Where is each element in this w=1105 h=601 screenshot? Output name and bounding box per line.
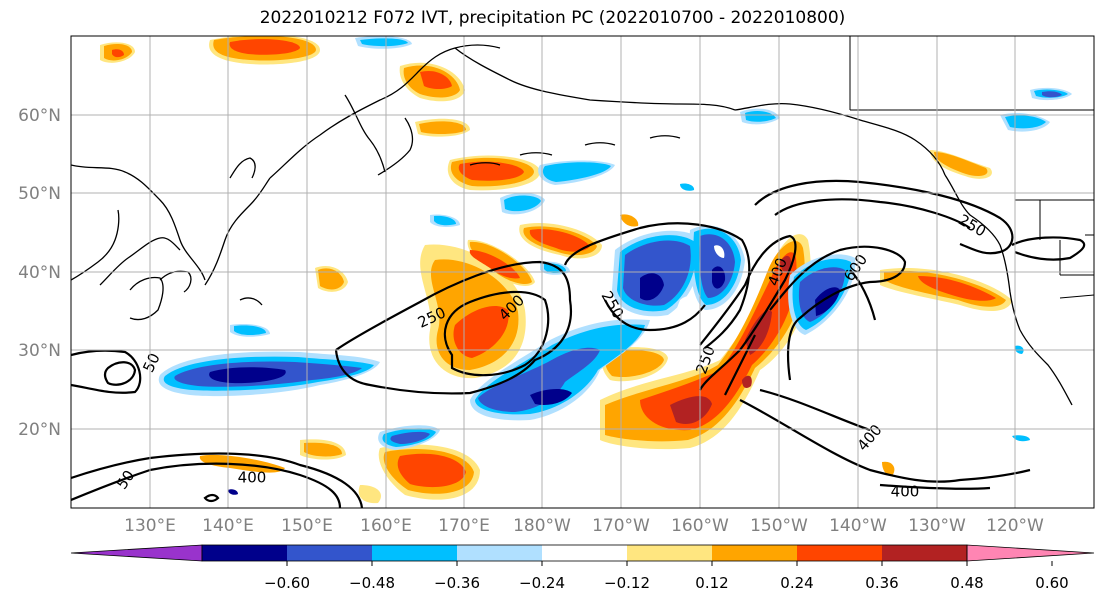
lon-tick-label: 130°W	[908, 516, 966, 536]
colorbar: −0.60 −0.48 −0.36 −0.24 −0.12 0.12 0.24 0.36 0.4…	[70, 544, 1095, 592]
gridlines	[71, 36, 1094, 508]
colorbar-tick-label: 0.36	[865, 574, 898, 592]
colorbar-segment	[712, 545, 797, 561]
lon-tick-label: 150°E	[281, 516, 333, 536]
lon-tick-label: 170°W	[592, 516, 650, 536]
lon-tick-label: 120°W	[986, 516, 1044, 536]
lon-tick-label: 150°W	[750, 516, 808, 536]
lon-tick-label: 170°E	[438, 516, 490, 536]
colorbar-extend-low	[70, 544, 203, 562]
colorbar-tick-label: −0.60	[264, 574, 310, 592]
colorbar-segment	[457, 545, 542, 561]
lat-tick-label: 40°N	[18, 263, 61, 283]
colorbar-tick-label: 0.24	[780, 574, 813, 592]
colorbar-tick-label: 0.48	[950, 574, 983, 592]
colorbar-segment	[287, 545, 372, 561]
lat-tick-label: 30°N	[18, 341, 61, 361]
latitude-labels: 60°N 50°N 40°N 30°N 20°N	[18, 106, 61, 440]
lat-tick-label: 20°N	[18, 420, 61, 440]
precipitation-pc-field	[100, 36, 1072, 504]
contour-label: 400	[238, 469, 267, 487]
lat-tick-label: 50°N	[18, 184, 61, 204]
colorbar-segment	[882, 545, 967, 561]
colorbar-segment	[627, 545, 712, 561]
lon-tick-label: 140°E	[202, 516, 254, 536]
chart-title: 2022010212 F072 IVT, precipitation PC (2…	[259, 8, 846, 28]
colorbar-segment	[372, 545, 457, 561]
colorbar-tick-label: −0.48	[349, 574, 395, 592]
colorbar-tick-label: −0.24	[519, 574, 565, 592]
longitude-labels: 130°E 140°E 150°E 160°E 170°E 180°W 170°W 160°W…	[124, 516, 1044, 536]
colorbar-tick-label: 0.12	[695, 574, 728, 592]
map-frame	[70, 35, 1095, 509]
coastlines	[71, 44, 1073, 406]
lon-tick-label: 160°W	[671, 516, 729, 536]
contour-label: 400	[891, 483, 920, 501]
lon-tick-label: 130°E	[124, 516, 176, 536]
lat-tick-label: 60°N	[18, 106, 61, 126]
lon-tick-label: 160°E	[360, 516, 412, 536]
colorbar-outline	[201, 544, 968, 562]
lon-tick-label: 140°W	[829, 516, 887, 536]
colorbar-segment	[797, 545, 882, 561]
lon-tick-label: 180°W	[513, 516, 571, 536]
colorbar-tick-label: 0.60	[1035, 574, 1068, 592]
colorbar-segment	[202, 545, 287, 561]
colorbar-segment	[542, 545, 627, 561]
ivt-contours	[71, 179, 1086, 508]
colorbar-tick-label: −0.36	[434, 574, 480, 592]
colorbar-tick-label: −0.12	[604, 574, 650, 592]
colorbar-extend-high	[966, 544, 1095, 562]
